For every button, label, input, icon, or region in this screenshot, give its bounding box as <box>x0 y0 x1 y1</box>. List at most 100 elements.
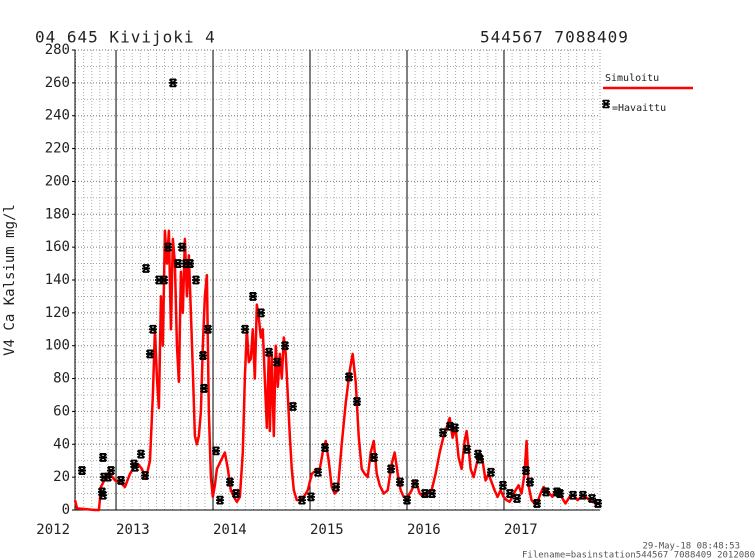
observed-point <box>98 453 108 462</box>
observed-point <box>177 242 187 252</box>
observed-point <box>320 443 330 452</box>
observed-point <box>288 402 298 411</box>
observed-point <box>541 487 551 497</box>
y-tick-label: 160 <box>45 239 70 255</box>
observed-point <box>248 292 258 301</box>
y-tick-label: 260 <box>45 75 70 91</box>
observed-point <box>140 471 150 480</box>
x-tick-label: 2012 <box>36 522 70 538</box>
observed-point <box>148 324 158 334</box>
observed-point <box>159 275 169 285</box>
observed-point <box>103 472 113 482</box>
observed-point <box>420 489 430 498</box>
observed-point <box>486 467 496 477</box>
y-tick-label: 80 <box>53 371 70 387</box>
observed-point <box>521 466 531 475</box>
observed-point <box>264 347 274 357</box>
observed-point <box>168 78 178 88</box>
observed-point <box>136 449 146 459</box>
observed-point <box>106 466 116 475</box>
y-tick-label: 0 <box>62 502 70 518</box>
observed-point <box>280 341 290 351</box>
observed-point <box>240 324 250 334</box>
legend-swatch <box>601 99 611 109</box>
observed-point <box>306 492 316 502</box>
observed-point <box>203 324 213 334</box>
observed-point <box>352 397 362 406</box>
observed-point <box>215 495 225 505</box>
y-tick-label: 20 <box>53 469 70 485</box>
observed-point <box>450 423 460 433</box>
y-tick-label: 180 <box>45 206 70 222</box>
y-tick-label: 240 <box>45 108 70 124</box>
observed-point <box>552 487 562 497</box>
y-tick-label: 60 <box>53 403 70 419</box>
chart-title: 04 645 Kivijoki 4 <box>35 28 216 47</box>
x-tick-label: 2017 <box>504 522 538 538</box>
observed-point <box>386 464 396 474</box>
observed-point <box>211 446 221 456</box>
y-tick-label: 220 <box>45 141 70 157</box>
observed-point <box>462 444 472 454</box>
observed-point <box>395 477 405 487</box>
observed-point <box>475 454 485 464</box>
observed-point <box>568 490 578 500</box>
y-tick-label: 120 <box>45 305 70 321</box>
timestamp: 29-May-18 08:48:53 <box>642 542 740 552</box>
observed-point <box>297 495 307 505</box>
observed-point <box>587 494 597 503</box>
observed-point <box>116 476 126 485</box>
observed-point <box>427 489 437 498</box>
observed-point <box>512 494 522 503</box>
y-tick-label: 40 <box>53 436 70 452</box>
y-tick-label: 280 <box>45 42 70 58</box>
observed-point <box>272 357 282 367</box>
observed-point <box>225 477 235 487</box>
observed-point <box>344 372 354 382</box>
observed-point <box>145 349 155 359</box>
observed-point <box>402 495 412 505</box>
observed-point <box>578 490 588 500</box>
observed-point <box>498 480 508 490</box>
observed-point <box>473 449 483 459</box>
observed-point <box>555 489 565 498</box>
observed-point <box>505 489 515 498</box>
observed-point <box>130 462 140 472</box>
observed-point <box>173 259 183 268</box>
observed-point <box>525 477 535 487</box>
x-tick-label: 2016 <box>407 522 441 538</box>
observed-point <box>445 421 455 431</box>
observed-point <box>369 453 379 462</box>
y-tick-label: 200 <box>45 173 70 189</box>
observed-point <box>532 499 542 508</box>
x-tick-label: 2013 <box>116 522 150 538</box>
observed-point <box>438 428 448 438</box>
observed-point <box>154 275 164 285</box>
observed-point <box>256 308 266 318</box>
observed-point <box>163 242 173 252</box>
simulated-line <box>73 229 599 512</box>
observed-point <box>191 275 201 285</box>
x-tick-label: 2014 <box>213 522 247 538</box>
observed-point <box>199 384 209 393</box>
chart-subtitle: 544567 7088409 <box>480 28 629 47</box>
filename: Filename=basinstation544567 7088409 2012… <box>522 551 755 560</box>
observed-point <box>185 259 195 268</box>
x-tick-label: 2015 <box>310 522 344 538</box>
observed-point <box>77 466 87 475</box>
y-axis-label: V4 Ca Kalsium mg/l <box>2 204 18 356</box>
observed-point <box>181 259 191 268</box>
observed-point <box>331 482 341 492</box>
observed-point <box>198 351 208 360</box>
y-tick-label: 140 <box>45 272 70 288</box>
observed-point <box>593 499 603 508</box>
legend-label: Simuloitu <box>605 73 659 84</box>
y-tick-label: 100 <box>45 338 70 354</box>
observed-point <box>231 489 241 498</box>
legend-label: =Havaittu <box>612 103 666 114</box>
observed-point <box>410 479 420 489</box>
observed-point <box>141 264 151 273</box>
observed-point <box>98 490 108 500</box>
observed-point <box>313 467 323 477</box>
